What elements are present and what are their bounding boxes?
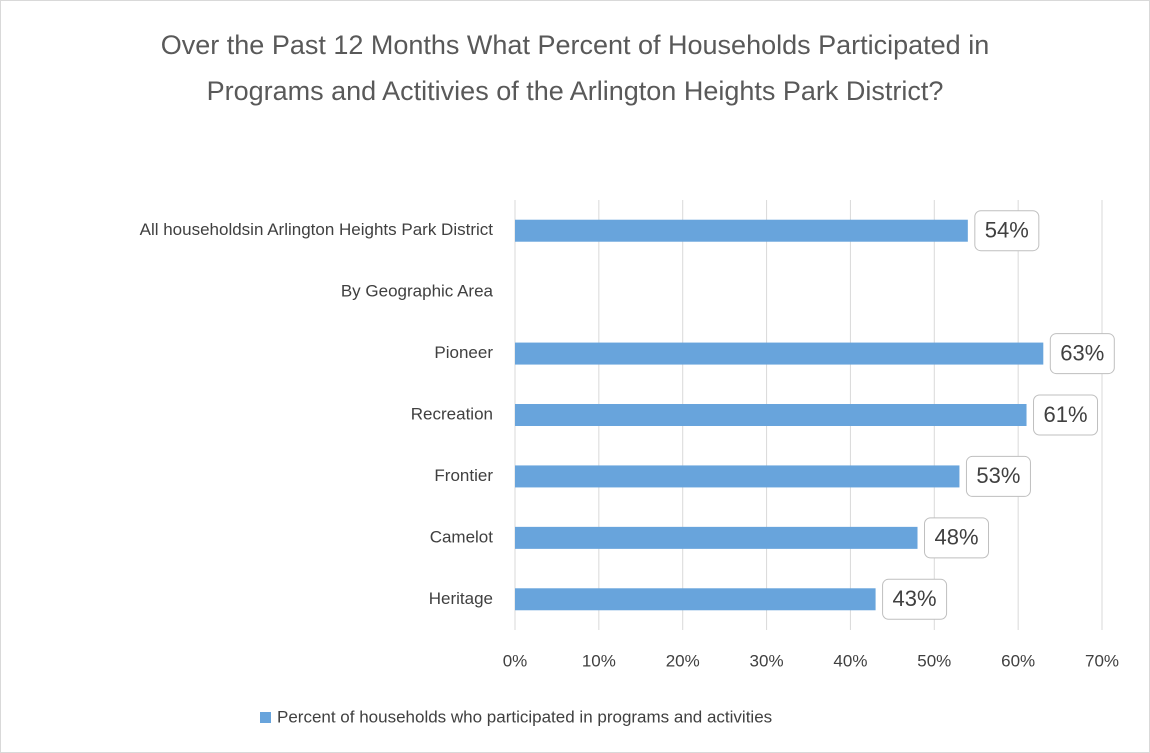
x-tick-label: 60% xyxy=(1001,651,1035,670)
y-tick-label: All householdsin Arlington Heights Park … xyxy=(140,220,494,239)
y-tick-label: Pioneer xyxy=(434,343,493,362)
data-label: 63% xyxy=(1060,340,1104,365)
bar xyxy=(515,404,1027,426)
x-tick-label: 0% xyxy=(503,651,528,670)
x-tick-label: 30% xyxy=(750,651,784,670)
data-label: 61% xyxy=(1044,402,1088,427)
x-tick-label: 70% xyxy=(1085,651,1119,670)
bar xyxy=(515,465,960,488)
data-label-box xyxy=(1033,394,1099,436)
data-label-box xyxy=(924,517,990,559)
data-label: 53% xyxy=(976,463,1020,488)
y-tick-label: By Geographic Area xyxy=(341,282,494,301)
bar xyxy=(515,588,876,611)
data-label-box xyxy=(1049,333,1115,375)
legend-swatch xyxy=(260,712,271,723)
bar xyxy=(515,219,968,242)
data-label: 48% xyxy=(934,525,978,550)
y-tick-label: Frontier xyxy=(434,466,493,485)
data-label: 54% xyxy=(985,218,1029,243)
y-tick-label: Heritage xyxy=(429,589,493,608)
data-label-box xyxy=(965,455,1031,497)
x-tick-label: 20% xyxy=(666,651,700,670)
legend-label: Percent of households who participated i… xyxy=(277,707,772,726)
y-tick-label: Recreation xyxy=(411,404,493,423)
x-tick-label: 10% xyxy=(582,651,616,670)
bar xyxy=(515,526,918,549)
data-label-box xyxy=(882,578,948,620)
data-label: 43% xyxy=(893,586,937,611)
x-tick-label: 40% xyxy=(833,651,867,670)
bar xyxy=(515,342,1044,365)
chart-title: Over the Past 12 Months What Percent of … xyxy=(160,30,990,106)
y-tick-label: Camelot xyxy=(430,527,494,546)
data-label-box xyxy=(974,210,1040,252)
x-tick-label: 50% xyxy=(917,651,951,670)
